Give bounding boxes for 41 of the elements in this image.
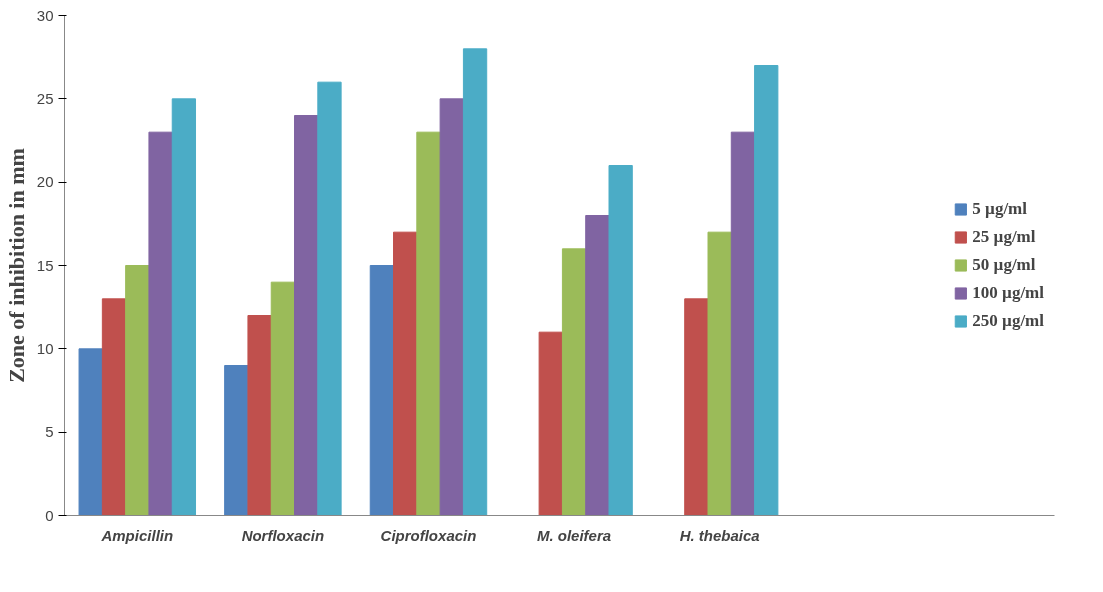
- bar: [754, 65, 779, 516]
- bar: [439, 98, 464, 516]
- y-tick-label: 25: [36, 89, 54, 107]
- bar: [125, 265, 150, 516]
- bar: [416, 131, 441, 516]
- bar: [462, 48, 488, 516]
- bar: [538, 331, 563, 516]
- bar: [369, 265, 395, 516]
- y-tick-label: 30: [36, 6, 54, 24]
- legend-label: 25 µg/ml: [972, 227, 1036, 247]
- bar: [608, 165, 633, 516]
- bar: [393, 231, 418, 516]
- bar: [684, 298, 709, 516]
- x-tick-label: Ciprofloxacin: [380, 526, 477, 544]
- legend-label: 5 µg/ml: [972, 199, 1027, 219]
- bar: [270, 281, 296, 516]
- x-tick-label: Ampicillin: [100, 526, 174, 544]
- y-tick-label: 5: [45, 423, 54, 441]
- bar: [148, 131, 173, 516]
- y-axis-title: Zone of inhibition in mm: [3, 148, 29, 383]
- y-tick-label: 15: [36, 256, 54, 274]
- bar: [585, 215, 610, 516]
- legend-label: 50 µg/ml: [972, 255, 1036, 275]
- bar: [101, 298, 127, 516]
- y-tick-label: 20: [36, 173, 54, 191]
- bar: [247, 315, 272, 516]
- x-tick-label: M. oleifera: [536, 526, 612, 544]
- bar: [707, 231, 732, 516]
- y-tick-label: 0: [45, 506, 54, 524]
- y-tick-label: 10: [36, 339, 54, 357]
- bar: [730, 131, 756, 516]
- bar: [317, 81, 342, 516]
- bar: [224, 365, 249, 516]
- bar: [294, 115, 319, 516]
- bar: [78, 348, 103, 516]
- legend-label: 100 µg/ml: [972, 283, 1044, 303]
- x-tick-label: H. thebaica: [679, 526, 760, 544]
- bar: [561, 248, 587, 516]
- legend-label: 250 µg/ml: [972, 311, 1044, 331]
- x-tick-label: Norfloxacin: [241, 526, 325, 544]
- bar: [171, 98, 197, 516]
